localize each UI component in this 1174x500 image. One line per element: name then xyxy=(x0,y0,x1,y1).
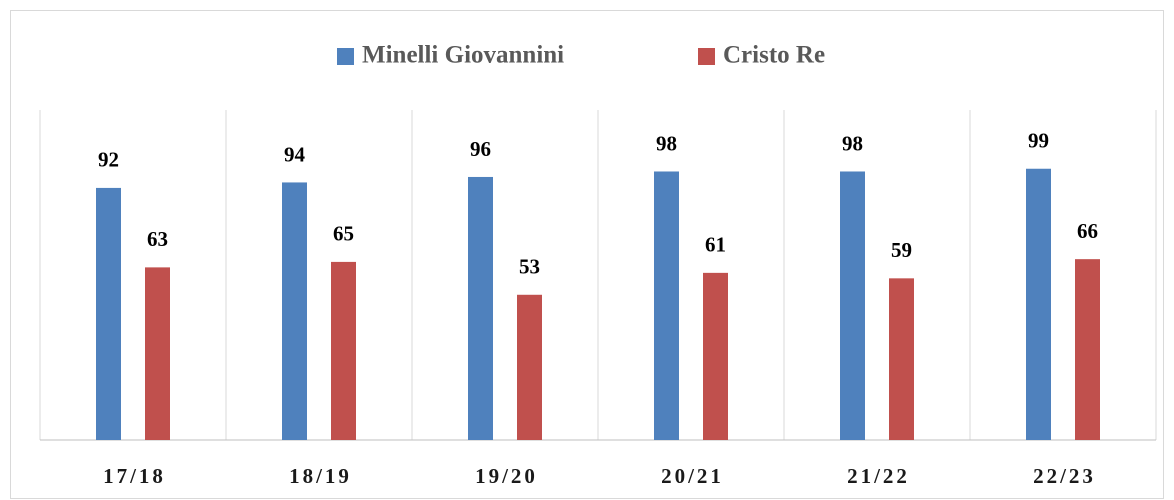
data-label: 96 xyxy=(470,137,491,161)
bar xyxy=(96,187,121,440)
data-label: 61 xyxy=(705,233,726,257)
data-label: 92 xyxy=(98,148,119,172)
bar xyxy=(145,267,170,440)
data-label: 98 xyxy=(656,131,677,155)
bar xyxy=(517,294,542,440)
bar xyxy=(840,171,865,441)
bar xyxy=(331,261,356,440)
bar xyxy=(889,278,914,440)
x-tick-label: 22/23 xyxy=(1033,464,1096,488)
x-tick-label: 19/20 xyxy=(475,464,538,488)
bar xyxy=(1075,259,1100,440)
data-label: 94 xyxy=(284,142,306,166)
bar xyxy=(1026,168,1051,441)
data-label: 66 xyxy=(1077,219,1098,243)
legend-label: Minelli Giovannini xyxy=(362,42,564,69)
bar xyxy=(282,182,307,440)
bar xyxy=(468,176,493,440)
x-tick-label: 18/19 xyxy=(289,464,352,488)
x-tick-label: 21/22 xyxy=(847,464,910,488)
legend-swatch xyxy=(337,48,354,65)
data-label: 63 xyxy=(147,227,168,251)
bar xyxy=(654,171,679,441)
data-label: 99 xyxy=(1028,129,1049,153)
legend-label: Cristo Re xyxy=(723,42,825,69)
x-tick-label: 17/18 xyxy=(103,464,166,488)
bar xyxy=(703,272,728,440)
data-label: 98 xyxy=(842,131,863,155)
x-tick-label: 20/21 xyxy=(661,464,724,488)
chart-border xyxy=(10,10,1164,499)
data-label: 59 xyxy=(891,238,912,262)
data-label: 53 xyxy=(519,255,540,279)
data-label: 65 xyxy=(333,222,354,246)
legend-swatch xyxy=(698,48,715,65)
